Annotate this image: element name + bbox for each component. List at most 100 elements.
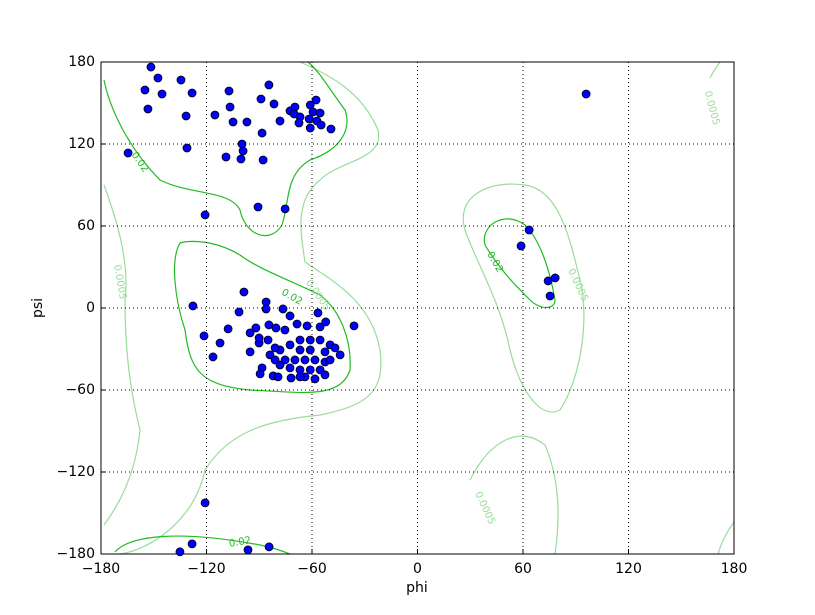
point — [228, 117, 238, 127]
point — [311, 95, 321, 105]
point — [295, 345, 305, 355]
y-tick-label: −120 — [57, 464, 95, 480]
point — [285, 340, 295, 350]
point — [320, 347, 330, 357]
point — [200, 498, 210, 508]
point — [264, 80, 274, 90]
point — [275, 116, 285, 126]
point — [294, 118, 304, 128]
contour-line — [469, 435, 559, 555]
point — [302, 321, 312, 331]
point — [270, 355, 280, 365]
point — [221, 152, 231, 162]
point — [238, 146, 248, 156]
contour-line — [119, 61, 382, 555]
point — [330, 343, 340, 353]
point — [326, 124, 336, 134]
x-tick-label: −60 — [297, 561, 327, 577]
point — [315, 108, 325, 118]
point — [295, 335, 305, 345]
point — [335, 350, 345, 360]
y-tick-label: −180 — [57, 546, 95, 562]
contour-label: 0.0005 — [702, 90, 722, 127]
point — [292, 319, 302, 329]
point — [255, 369, 265, 379]
point — [243, 545, 253, 555]
point — [181, 111, 191, 121]
point — [305, 365, 315, 375]
point — [325, 355, 335, 365]
point — [269, 99, 279, 109]
x-tick-label: −120 — [187, 561, 225, 577]
point — [200, 210, 210, 220]
contour-line — [483, 218, 556, 309]
point — [208, 352, 218, 362]
x-tick-label: −180 — [82, 561, 120, 577]
point — [313, 308, 323, 318]
contour-line — [103, 184, 141, 526]
point — [223, 324, 233, 334]
contour-line — [103, 61, 348, 237]
y-tick-label: −60 — [65, 382, 95, 398]
point — [270, 343, 280, 353]
point — [300, 355, 310, 365]
contour-label: 0.0005 — [472, 490, 497, 526]
point — [224, 86, 234, 96]
point — [176, 75, 186, 85]
point — [285, 363, 295, 373]
point — [199, 331, 209, 341]
point — [261, 304, 271, 314]
contour-line — [462, 183, 585, 413]
point — [258, 155, 268, 165]
point — [286, 373, 296, 383]
contour-line — [173, 240, 351, 394]
point — [143, 104, 153, 114]
point — [253, 202, 263, 212]
point — [316, 120, 326, 130]
point — [187, 88, 197, 98]
point — [153, 73, 163, 83]
point — [242, 117, 252, 127]
point — [182, 143, 192, 153]
y-axis-label: psi — [30, 298, 46, 318]
contour-line — [114, 535, 291, 555]
point — [236, 154, 246, 164]
y-tick-label: 120 — [68, 136, 95, 152]
point — [263, 335, 273, 345]
point — [254, 333, 264, 343]
point — [280, 204, 290, 214]
x-tick-label: 120 — [615, 561, 642, 577]
point — [524, 225, 534, 235]
point — [140, 85, 150, 95]
point — [290, 355, 300, 365]
point — [225, 102, 235, 112]
point — [295, 372, 305, 382]
point — [157, 89, 167, 99]
contour-label: 0.0005 — [565, 267, 590, 303]
contour-line — [717, 521, 735, 555]
point — [245, 347, 255, 357]
point — [321, 317, 331, 327]
point — [264, 542, 274, 552]
point — [320, 370, 330, 380]
point — [257, 128, 267, 138]
point — [256, 94, 266, 104]
point — [305, 335, 315, 345]
point — [278, 304, 288, 314]
point — [349, 321, 359, 331]
contours: 0.02 0.02 0.02 0.02 0.0005 0.0005 0.0005… — [103, 61, 735, 555]
point — [187, 539, 197, 549]
y-tick-label: 60 — [77, 218, 95, 234]
point — [516, 241, 526, 251]
y-tick-label: 180 — [68, 54, 95, 70]
point — [175, 547, 185, 557]
point — [245, 328, 255, 338]
point — [273, 372, 283, 382]
point — [271, 323, 281, 333]
x-axis-label: phi — [406, 580, 428, 596]
point — [545, 291, 555, 301]
point — [210, 110, 220, 120]
point — [123, 148, 133, 158]
x-tick-label: 180 — [721, 561, 748, 577]
